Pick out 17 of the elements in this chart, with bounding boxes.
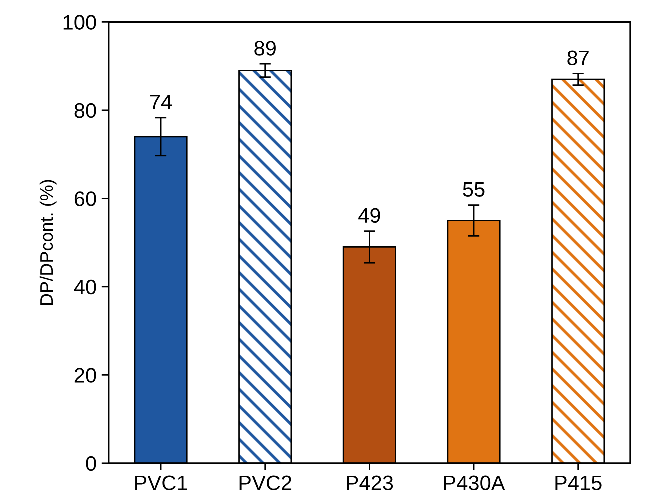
y-tick-label: 100 xyxy=(64,15,96,30)
y-axis-title: DP/DPcont. (%) xyxy=(40,180,57,306)
x-tick-label: P430A xyxy=(444,476,506,491)
data-label: 55 xyxy=(463,182,485,198)
data-label: 89 xyxy=(254,41,276,56)
y-tick-label: 60 xyxy=(74,192,96,206)
x-tick-label: P423 xyxy=(347,476,394,491)
x-tick-label: P415 xyxy=(556,476,602,491)
y-tick-label: 40 xyxy=(74,280,96,295)
y-tick-label: 0 xyxy=(86,456,96,472)
y-tick-label: 20 xyxy=(74,368,96,383)
data-label: 49 xyxy=(358,208,380,224)
x-tick-label: PVC2 xyxy=(240,476,292,491)
y-tick-label: 80 xyxy=(74,103,96,118)
data-label: 74 xyxy=(150,95,172,110)
x-tick-label: PVC1 xyxy=(136,476,188,491)
data-label: 87 xyxy=(568,50,589,66)
